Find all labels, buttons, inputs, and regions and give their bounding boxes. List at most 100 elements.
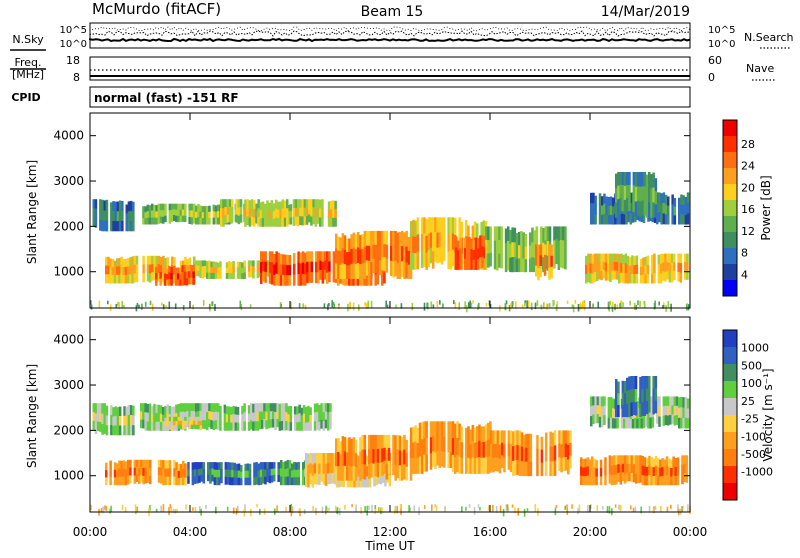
echo-cell <box>217 420 220 430</box>
echo-cell <box>592 203 595 215</box>
echo-cell <box>385 449 389 465</box>
echo-cell <box>231 462 234 471</box>
ground-scatter-point <box>134 504 137 508</box>
echo-cell <box>405 262 408 279</box>
echo-cell <box>174 273 178 280</box>
echo-cell <box>247 266 251 272</box>
echo-cell <box>394 245 397 262</box>
echo-cell <box>537 256 540 269</box>
echo-cell <box>601 406 604 418</box>
echo-cell <box>300 415 304 424</box>
echo-cell <box>286 468 290 477</box>
echo-cell <box>511 242 514 258</box>
echo-cell <box>601 416 604 428</box>
echo-cell <box>266 462 269 469</box>
ground-scatter-point <box>162 504 165 512</box>
echo-cell <box>493 226 497 241</box>
ground-scatter-point <box>521 304 524 309</box>
ground-scatter-point <box>298 303 301 309</box>
echo-cell <box>646 475 649 486</box>
echo-cell <box>660 193 663 204</box>
echo-cell <box>200 462 203 469</box>
colorbar-tick-label: -1000 <box>741 466 773 479</box>
echo-cell <box>297 208 300 218</box>
ground-scatter-point <box>332 301 335 306</box>
echo-cell <box>657 475 660 486</box>
echo-cell <box>272 203 276 212</box>
echo-cell <box>500 240 503 255</box>
echo-cell <box>149 475 152 485</box>
echo-cell <box>479 235 482 247</box>
ground-scatter-point <box>514 507 516 514</box>
echo-cell <box>496 240 499 256</box>
echo-cell <box>212 403 216 413</box>
echo-cell <box>214 411 218 421</box>
echo-cell <box>296 406 299 415</box>
echo-cell <box>665 465 669 476</box>
echo-cell <box>321 261 325 273</box>
echo-cell <box>684 417 688 429</box>
echo-cell <box>562 240 565 255</box>
echo-cell <box>146 467 150 476</box>
echo-cell <box>307 453 310 466</box>
echo-cell <box>501 430 504 444</box>
echo-cell <box>328 261 331 272</box>
echo-cell <box>440 248 444 265</box>
echo-cell <box>671 396 674 406</box>
echo-cell <box>149 273 152 283</box>
echo-cell <box>164 258 167 267</box>
echo-cell <box>562 254 565 269</box>
echo-cell <box>270 462 274 470</box>
echo-cell <box>474 248 478 260</box>
echo-cell <box>457 250 460 261</box>
echo-cell <box>173 257 176 267</box>
echo-cell <box>244 199 247 209</box>
echo-cell <box>133 459 137 468</box>
echo-cell <box>621 463 625 473</box>
echo-cell <box>641 389 644 403</box>
echo-cell <box>412 426 415 443</box>
echo-cell <box>370 434 373 450</box>
echo-cell <box>492 444 495 459</box>
echo-cell <box>217 217 220 225</box>
echo-cell <box>651 416 655 428</box>
echo-cell <box>272 403 275 412</box>
echo-cell <box>405 439 408 454</box>
echo-cell <box>569 443 572 456</box>
echo-cell <box>277 218 280 227</box>
ground-scatter-point <box>386 304 389 308</box>
echo-cell <box>248 200 252 210</box>
colorbar-segment <box>723 136 737 153</box>
ground-scatter-point <box>654 300 656 309</box>
echo-cell <box>507 443 511 457</box>
echo-cell <box>388 475 392 487</box>
ground-scatter-point <box>492 504 494 512</box>
echo-cell <box>250 216 254 226</box>
echo-cell <box>662 192 666 204</box>
echo-cell <box>656 192 659 204</box>
echo-cell <box>429 247 433 264</box>
echo-cell <box>668 476 671 486</box>
echo-cell <box>352 274 355 286</box>
echo-cell <box>316 463 319 475</box>
echo-cell <box>253 217 256 227</box>
echo-cell <box>214 272 218 279</box>
echo-cell <box>306 251 309 263</box>
echo-cell <box>385 244 389 259</box>
echo-cell <box>429 453 433 470</box>
echo-cell <box>232 266 235 274</box>
echo-cell <box>215 469 219 478</box>
echo-cell <box>480 426 483 443</box>
echo-cell <box>531 227 534 243</box>
echo-cell <box>686 213 690 225</box>
echo-cell <box>359 451 362 467</box>
echo-cell <box>436 435 439 451</box>
echo-cell <box>673 206 677 216</box>
echo-cell <box>162 216 165 224</box>
echo-cell <box>140 411 143 420</box>
echo-cell <box>188 424 192 430</box>
echo-cell <box>329 473 332 484</box>
echo-cell <box>177 273 180 280</box>
echo-cell <box>243 266 246 273</box>
